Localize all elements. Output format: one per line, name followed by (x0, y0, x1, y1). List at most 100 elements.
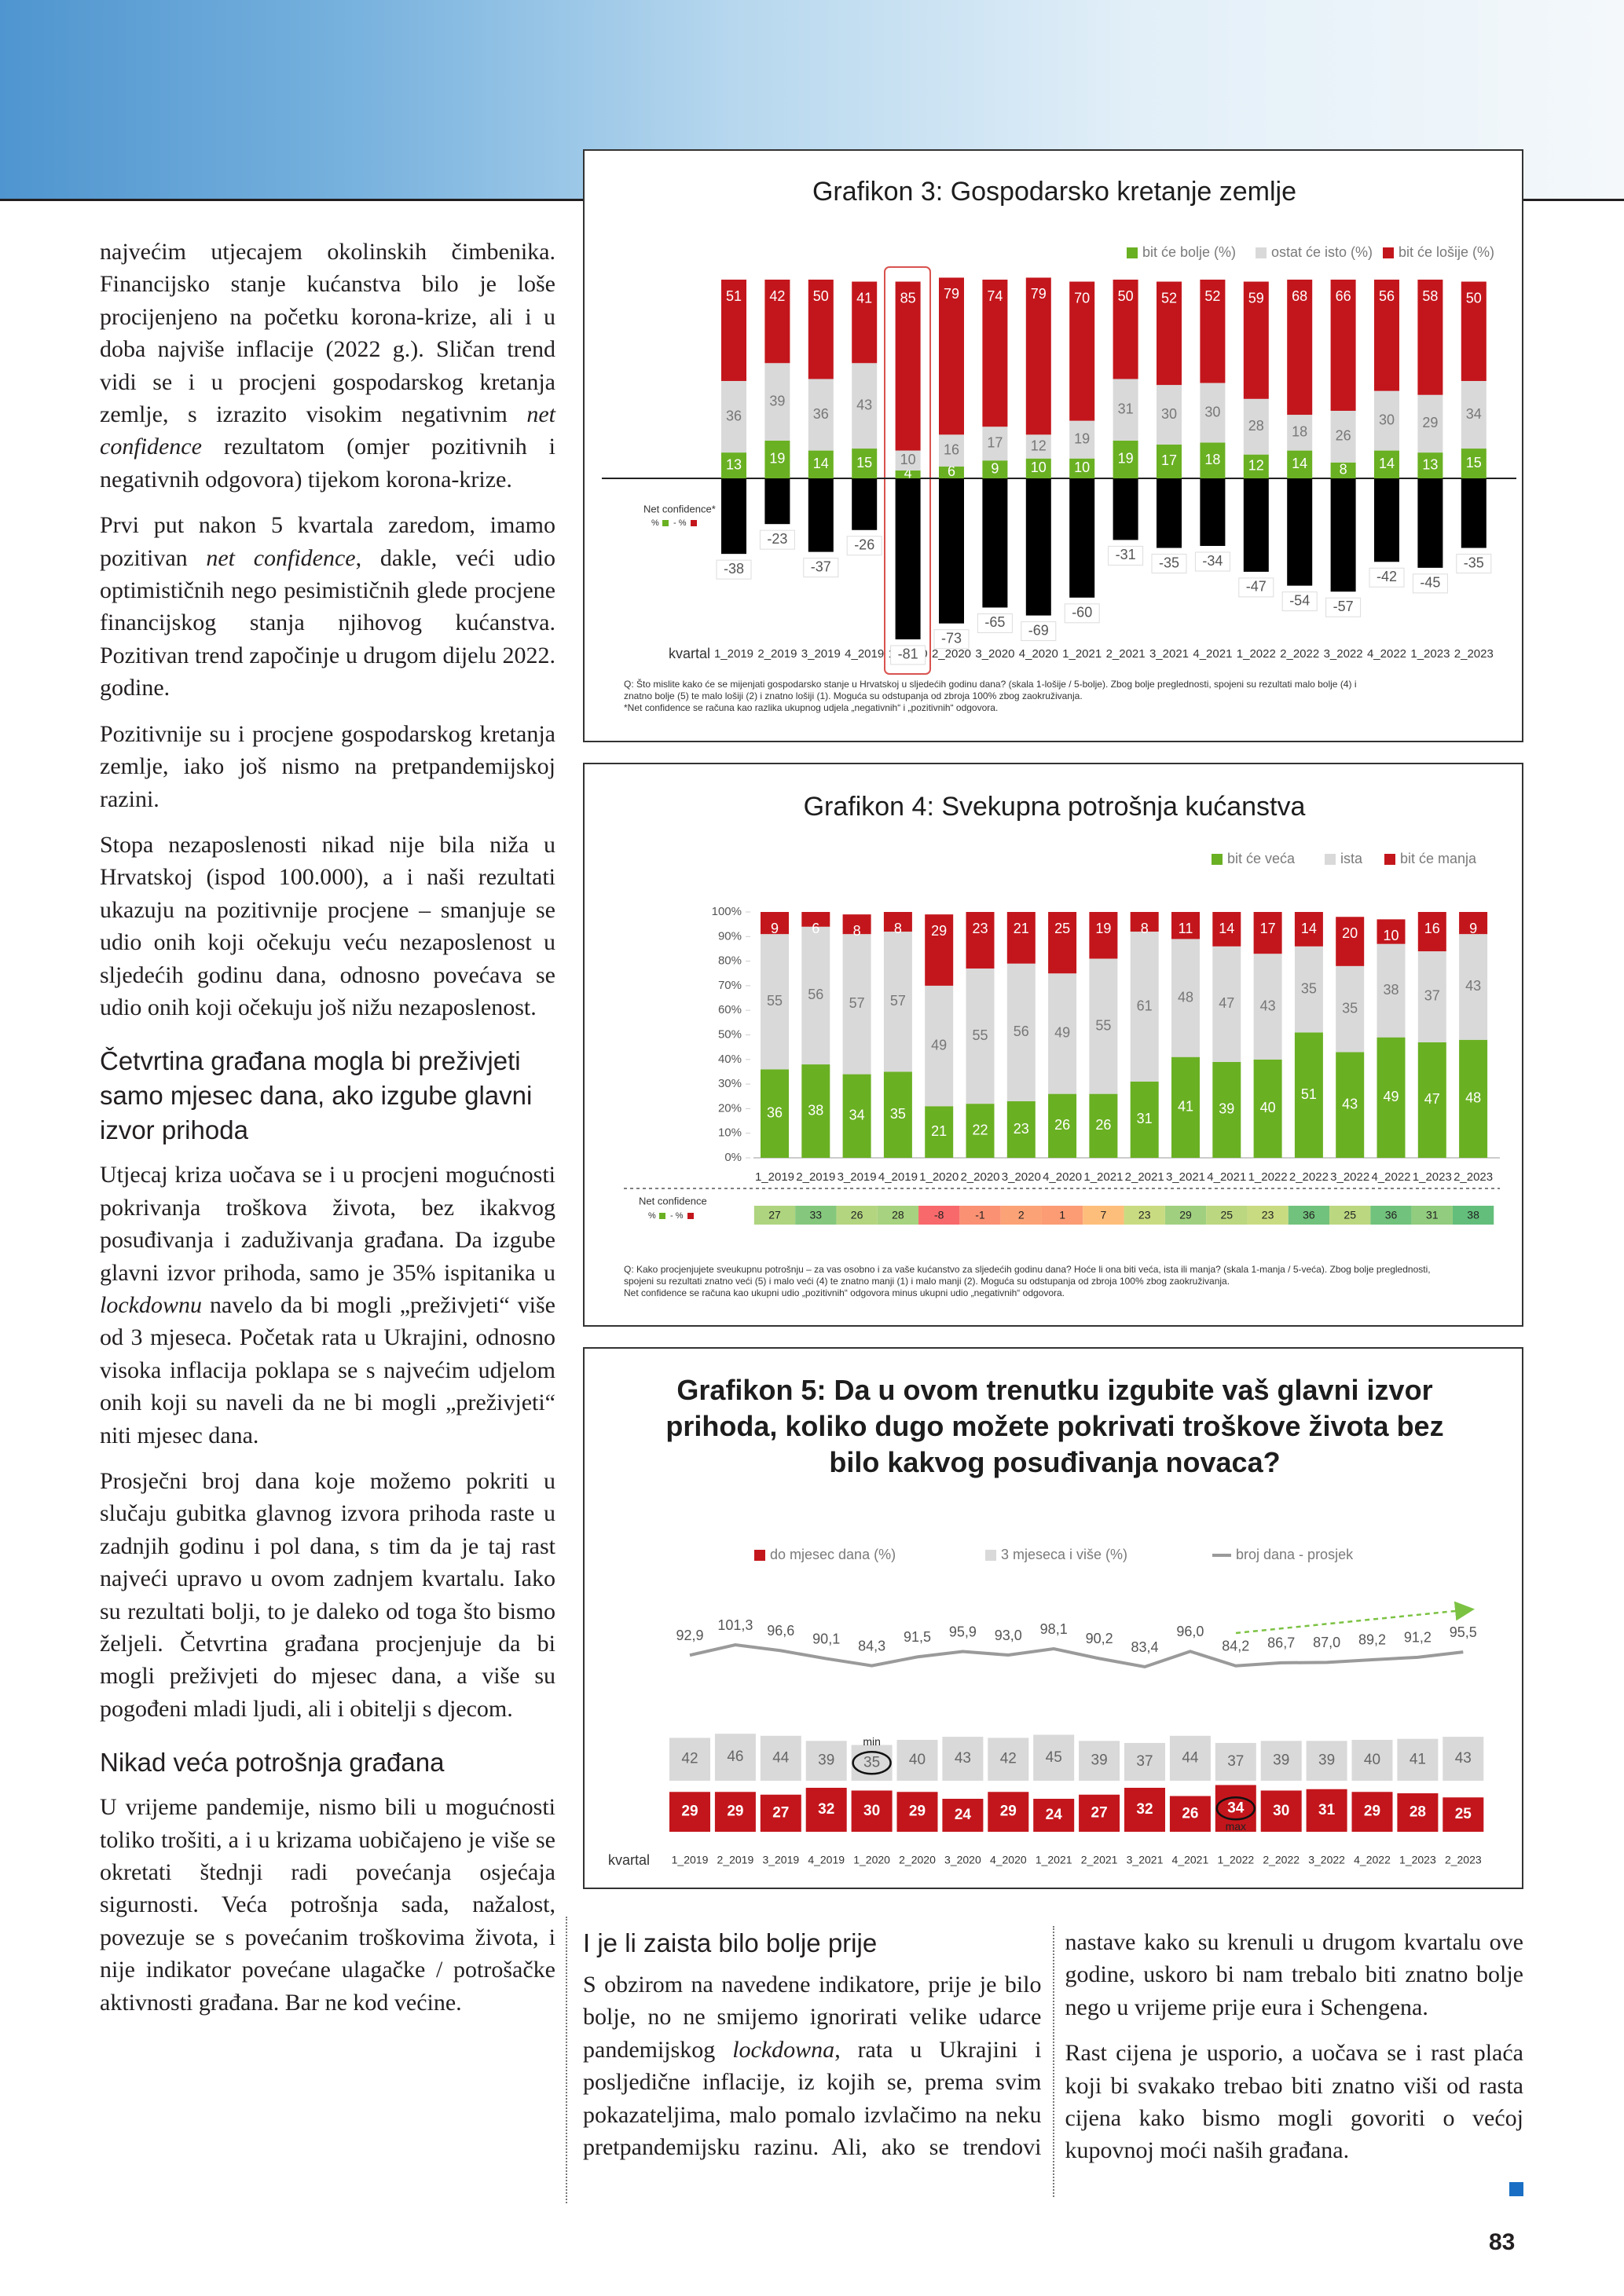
x-tick-label: 2_2022 (1280, 647, 1319, 661)
net-bar (1243, 478, 1269, 572)
bar-segment (721, 452, 746, 478)
net-cell (1452, 1206, 1494, 1225)
bar-segment (1374, 280, 1399, 391)
y-tick-label: 10% (718, 1126, 742, 1140)
bar-segment (808, 450, 834, 478)
section-heading: I je li zaista bilo bolje prije (583, 1928, 878, 1957)
bar (1306, 1789, 1347, 1832)
bar-segment (966, 968, 995, 1104)
bar-segment (982, 460, 1008, 478)
bar-segment (761, 934, 789, 1070)
note-line: *Net confidence se računa kao razlika uk… (624, 702, 999, 713)
bar (1260, 1790, 1302, 1832)
x-tick-label: 2_2019 (757, 647, 797, 661)
bar (805, 1741, 847, 1781)
bar (1033, 1734, 1075, 1781)
y-tick-label: 20% (718, 1101, 742, 1115)
x-tick-label: 2_2022 (1263, 1854, 1300, 1866)
bar (1124, 1788, 1165, 1832)
y-tick-label: 50% (718, 1027, 742, 1041)
x-tick-label: 2_2020 (960, 1170, 999, 1184)
net-legend-label: % (648, 1211, 656, 1221)
bar (896, 1740, 938, 1781)
legend-symbol (754, 1550, 765, 1561)
net-bar (1461, 478, 1487, 548)
value-label: 39 (1219, 1101, 1234, 1117)
italic-text: net confidence (100, 401, 555, 460)
value-label: 34 (849, 1108, 865, 1123)
net-legend-label: - % (670, 1211, 684, 1221)
chart-title: Grafikon 4: Svekupna potrošnja kućanstva (804, 792, 1306, 822)
bar-segment (1130, 912, 1159, 932)
net-bar (1330, 478, 1356, 592)
text: najvećim utjecajem okolinskih čimbenika.… (100, 239, 555, 428)
header-rule (0, 199, 583, 201)
value-label: 43 (856, 397, 872, 412)
value-label: 35 (863, 1754, 880, 1771)
net-value-label: -45 (1420, 575, 1440, 591)
value-label: 27 (1091, 1804, 1108, 1821)
net-value-label: 28 (892, 1209, 904, 1221)
value-label: 8 (1141, 921, 1149, 936)
legend-symbol (1325, 854, 1336, 865)
x-tick-label: 3_2021 (1127, 1854, 1164, 1866)
net-value-label: -34 (1202, 553, 1223, 569)
bar-segment (1294, 1032, 1323, 1158)
bar-segment (801, 926, 830, 1065)
net-label-bg (890, 645, 926, 665)
bar-segment (852, 281, 878, 364)
left-column: najvećim utjecajem okolinskih čimbenika.… (100, 236, 555, 2032)
y-tick-label: 80% (718, 954, 742, 968)
value-label: 28 (1410, 1804, 1426, 1821)
legend-label: broj dana - prosjek (1236, 1547, 1354, 1562)
annotation-ring (1215, 1796, 1256, 1821)
bar (1215, 1742, 1256, 1781)
net-label-bg (759, 529, 795, 550)
net-bar (1157, 478, 1182, 548)
value-label: 66 (1336, 288, 1351, 304)
value-label: 85 (900, 290, 916, 306)
value-label: 34 (1227, 1800, 1245, 1816)
net-cell (918, 1206, 960, 1225)
value-label: 50 (1118, 288, 1134, 304)
bar-segment (1417, 1042, 1446, 1158)
value-label: 30 (1204, 404, 1220, 419)
value-label: 70 (1074, 290, 1090, 306)
value-label: 17 (987, 434, 1003, 450)
bar (669, 1792, 710, 1832)
net-label-bg (1369, 567, 1405, 588)
net-cell (1124, 1206, 1165, 1225)
paragraph: Pozitivnije su i procjene gospodarskog k… (100, 718, 555, 815)
net-legend-symbol (687, 1213, 694, 1219)
value-label: 57 (849, 995, 865, 1011)
end-mark (1509, 2182, 1523, 2196)
x-tick-label: 2_2021 (1125, 1170, 1164, 1184)
value-label: 9 (991, 460, 999, 476)
bar-segment (966, 1104, 995, 1158)
line-value-label: 96,6 (767, 1623, 794, 1639)
net-cell (1000, 1206, 1042, 1225)
net-value-label: -73 (941, 630, 962, 646)
x-tick-label: 3_2020 (1002, 1170, 1041, 1184)
value-label: 15 (856, 455, 872, 471)
bar-segment (1113, 440, 1138, 478)
x-tick-label: 2_2023 (1445, 1854, 1482, 1866)
value-label: 9 (1469, 921, 1477, 936)
legend-label: bit će manja (1400, 851, 1477, 866)
value-label: 12 (1248, 458, 1264, 474)
x-tick-label: 1_2023 (1399, 1854, 1436, 1866)
bar (1443, 1797, 1484, 1832)
value-label: 35 (890, 1106, 906, 1122)
value-label: 26 (1182, 1805, 1198, 1822)
y-tick-label: 0% (724, 1151, 742, 1164)
text: Rast cijena je usporio, a uočava se i ra… (1065, 2040, 1524, 2164)
line-value-label: 90,2 (1086, 1631, 1113, 1646)
net-value-label: 29 (1179, 1209, 1192, 1221)
bar-segment (1461, 281, 1487, 382)
value-label: 14 (1219, 921, 1234, 936)
legend-symbol (1212, 854, 1223, 865)
value-label: 17 (1260, 921, 1276, 936)
bar-segment (801, 912, 830, 927)
net-value-label: -31 (1116, 547, 1136, 562)
net-label-bg (1281, 591, 1318, 612)
